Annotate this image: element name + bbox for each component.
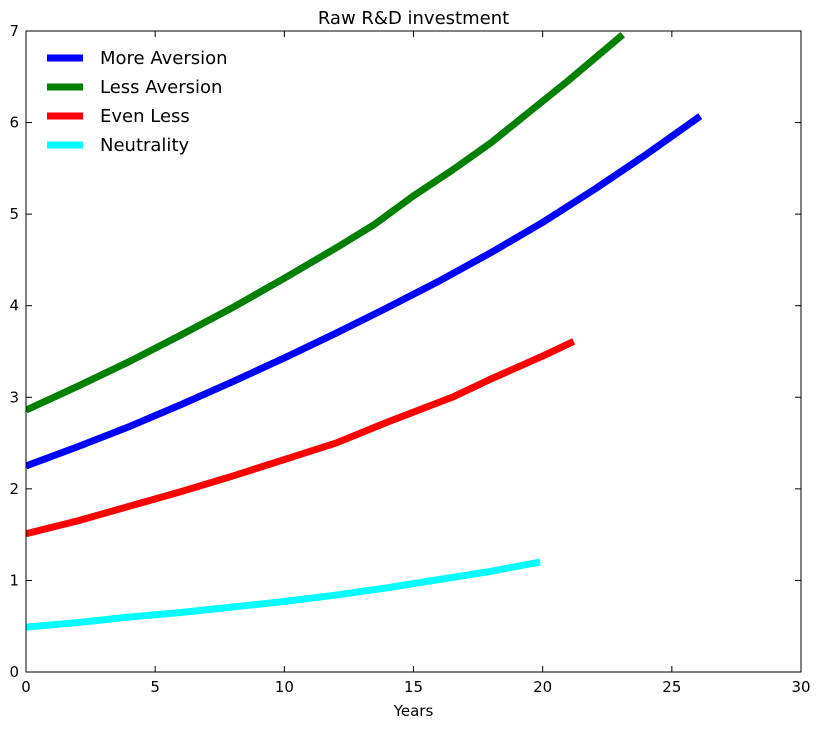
x-tick-label: 0	[21, 678, 31, 696]
x-axis-label: Years	[393, 702, 434, 720]
series-line-neutrality	[26, 558, 541, 631]
y-tick-label: 3	[9, 388, 19, 406]
y-tick-label: 1	[9, 571, 19, 589]
legend-label-less-aversion: Less Aversion	[100, 77, 222, 98]
chart-title: Raw R&D investment	[318, 8, 509, 29]
legend-label-neutrality: Neutrality	[100, 135, 189, 156]
x-tick-label: 15	[404, 678, 423, 696]
x-tick-label: 10	[275, 678, 294, 696]
legend-label-more-aversion: More Aversion	[100, 48, 228, 69]
y-tick-label: 6	[9, 114, 19, 132]
plot-frame	[25, 30, 802, 673]
legend-label-even-less: Even Less	[100, 106, 190, 127]
series-line-even-less	[26, 338, 576, 538]
ticks-layer: 0 5 10 15 20 25 30 0 1 2 3 4 5 6 7	[9, 22, 810, 696]
series-line-more-aversion	[26, 113, 703, 470]
x-tick-label: 20	[533, 678, 552, 696]
legend: More Aversion Less Aversion Even Less Neutr…	[47, 48, 228, 156]
x-tick-label: 30	[791, 678, 810, 696]
series-layer	[26, 31, 703, 631]
y-tick-label: 2	[9, 480, 19, 498]
y-tick-label: 4	[9, 297, 19, 315]
y-tick-label: 5	[9, 205, 19, 223]
x-tick-label: 5	[150, 678, 160, 696]
y-tick-label: 0	[9, 663, 19, 681]
y-tick-label: 7	[9, 22, 19, 40]
x-tick-label: 25	[662, 678, 681, 696]
series-line-less-aversion	[26, 31, 626, 414]
